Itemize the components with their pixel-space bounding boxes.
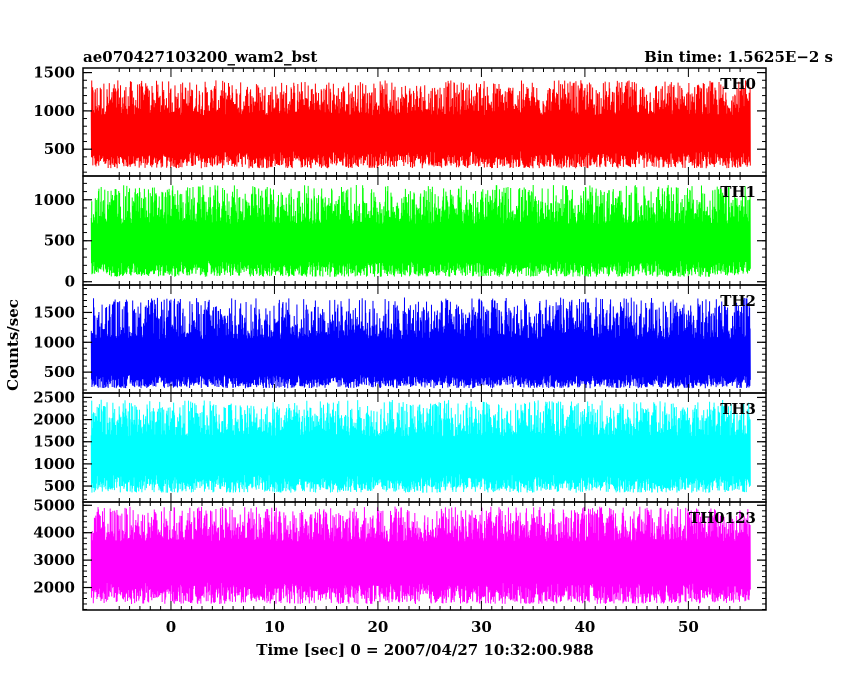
x-axis-label: Time [sec] 0 = 2007/04/27 10:32:00.988 bbox=[256, 641, 593, 659]
series-core-th2 bbox=[91, 340, 751, 374]
y-tick-label: 2000 bbox=[33, 411, 75, 429]
panel-th3: 500 1000 1500 2000 2500 TH3 bbox=[33, 388, 767, 503]
y-tick-label: 1000 bbox=[33, 333, 75, 351]
y-tick-label: 1000 bbox=[33, 102, 75, 120]
y-tick-label: 500 bbox=[44, 140, 75, 158]
y-tick-label: 5000 bbox=[33, 496, 75, 514]
panel-label: TH3 bbox=[720, 400, 756, 418]
series-core-th0 bbox=[91, 116, 751, 150]
x-tick-label: 50 bbox=[678, 618, 699, 636]
y-tick-label: 2500 bbox=[33, 388, 75, 406]
y-tick-label: 1000 bbox=[33, 191, 75, 209]
y-tick-label: 3000 bbox=[33, 551, 75, 569]
y-tick-label: 2000 bbox=[33, 579, 75, 597]
x-tick-label: 20 bbox=[367, 618, 388, 636]
panel-th0: 500 1000 1500 TH0 bbox=[33, 64, 767, 177]
panel-th0123: 2000 3000 4000 5000 TH0123 bbox=[33, 496, 767, 611]
panel-th2: 500 1000 1500 TH2 bbox=[33, 284, 767, 394]
y-tick-label: 1000 bbox=[33, 455, 75, 473]
chart-title-left: ae070427103200_wam2_bst bbox=[83, 48, 317, 66]
x-tick-label: 10 bbox=[264, 618, 285, 636]
y-tick-label: 500 bbox=[44, 232, 75, 250]
chart-title-right: Bin time: 1.5625E−2 s bbox=[644, 48, 833, 66]
x-tick-label: 30 bbox=[471, 618, 492, 636]
x-axis: 0 10 20 30 40 50 bbox=[166, 618, 699, 636]
y-tick-label: 1500 bbox=[33, 303, 75, 321]
panel-frame bbox=[82, 501, 767, 611]
panel-th1: 0 500 1000 TH1 bbox=[33, 175, 767, 291]
y-axis-label: Counts/sec bbox=[4, 299, 22, 391]
y-tick-label: 500 bbox=[44, 363, 75, 381]
panel-label: TH0 bbox=[720, 75, 756, 93]
y-tick-label: 1500 bbox=[33, 433, 75, 451]
y-tick-label: 4000 bbox=[33, 524, 75, 542]
y-tick-label: 1500 bbox=[33, 64, 75, 82]
panel-label: TH0123 bbox=[689, 509, 756, 527]
series-core-th1 bbox=[91, 225, 751, 260]
series-core-th0123 bbox=[91, 543, 751, 580]
panel-label: TH2 bbox=[720, 292, 756, 310]
y-tick-label: 0 bbox=[65, 273, 75, 291]
series-core-th3 bbox=[91, 437, 751, 473]
y-tick-label: 500 bbox=[44, 477, 75, 495]
panel-label: TH1 bbox=[720, 183, 756, 201]
x-tick-label: 40 bbox=[574, 618, 595, 636]
x-tick-label: 0 bbox=[166, 618, 176, 636]
